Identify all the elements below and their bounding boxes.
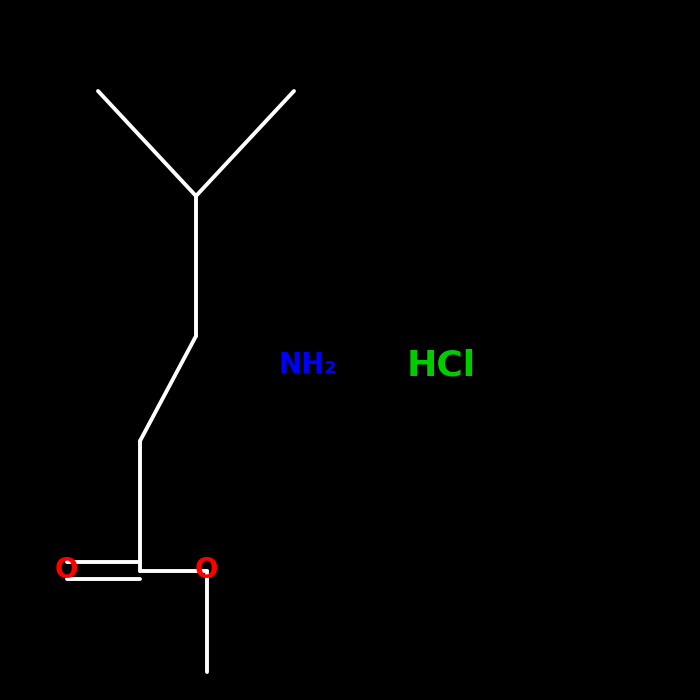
Text: O: O [55, 556, 78, 584]
Text: O: O [195, 556, 218, 584]
Text: HCl: HCl [407, 349, 475, 382]
Text: NH₂: NH₂ [279, 351, 337, 379]
